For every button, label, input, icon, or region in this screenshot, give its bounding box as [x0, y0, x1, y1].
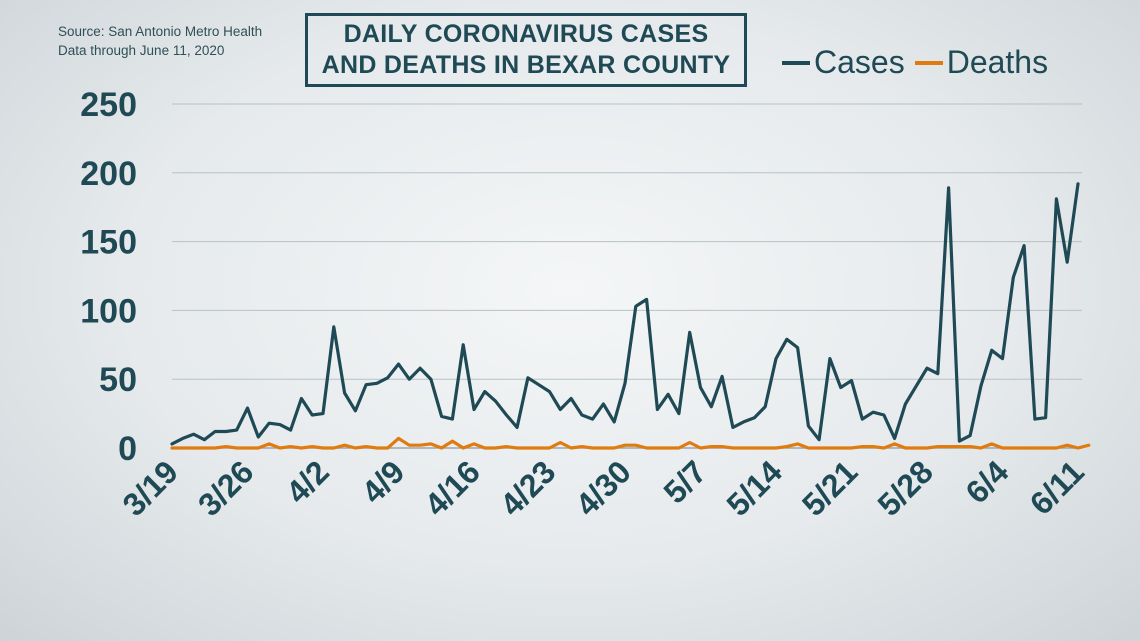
x-tick-label-4-23: 4/23: [493, 453, 562, 522]
chart-title-line-2: AND DEATHS IN BEXAR COUNTY: [321, 51, 731, 79]
x-tick-label-5-14: 5/14: [719, 453, 789, 523]
y-tick-label-150: 150: [80, 224, 137, 262]
chart-title-line-1: DAILY CORONAVIRUS CASES: [343, 20, 709, 48]
x-tick-label-5-21: 5/21: [795, 453, 864, 522]
x-tick-label-4-30: 4/30: [568, 453, 637, 522]
x-tick-label-6-11: 6/11: [1023, 453, 1091, 521]
chart-title: DAILY CORONAVIRUS CASES AND DEATHS IN BE…: [305, 13, 747, 87]
legend: Cases Deaths: [782, 44, 1048, 81]
legend-label-deaths: Deaths: [946, 44, 1049, 80]
y-tick-label-250: 250: [80, 86, 137, 124]
y-tick-label-200: 200: [80, 155, 137, 193]
x-tick-label-5-28: 5/28: [870, 453, 939, 522]
x-tick-label-5-7: 5/7: [657, 453, 714, 510]
source-line-1: Source: San Antonio Metro Health: [58, 24, 263, 39]
y-tick-label-50: 50: [99, 361, 137, 399]
source-note: Source: San Antonio Metro Health Data th…: [58, 22, 262, 60]
source-line-2: Data through June 11, 2020: [58, 43, 225, 58]
x-tick-label-3-26: 3/26: [191, 453, 260, 522]
legend-swatch-cases: [782, 60, 810, 65]
y-tick-label-100: 100: [80, 292, 137, 330]
x-tick-label-4-2: 4/2: [279, 453, 336, 510]
legend-swatch-deaths: [914, 60, 943, 65]
x-tick-label-6-4: 6/4: [959, 453, 1016, 510]
legend-label-cases: Cases: [814, 44, 905, 80]
x-tick-label-4-16: 4/16: [417, 453, 486, 522]
y-tick-label-0: 0: [118, 430, 137, 468]
series-line-cases: [170, 182, 1080, 446]
series-line-deaths: [170, 436, 1091, 450]
x-tick-label-4-9: 4/9: [355, 453, 412, 510]
